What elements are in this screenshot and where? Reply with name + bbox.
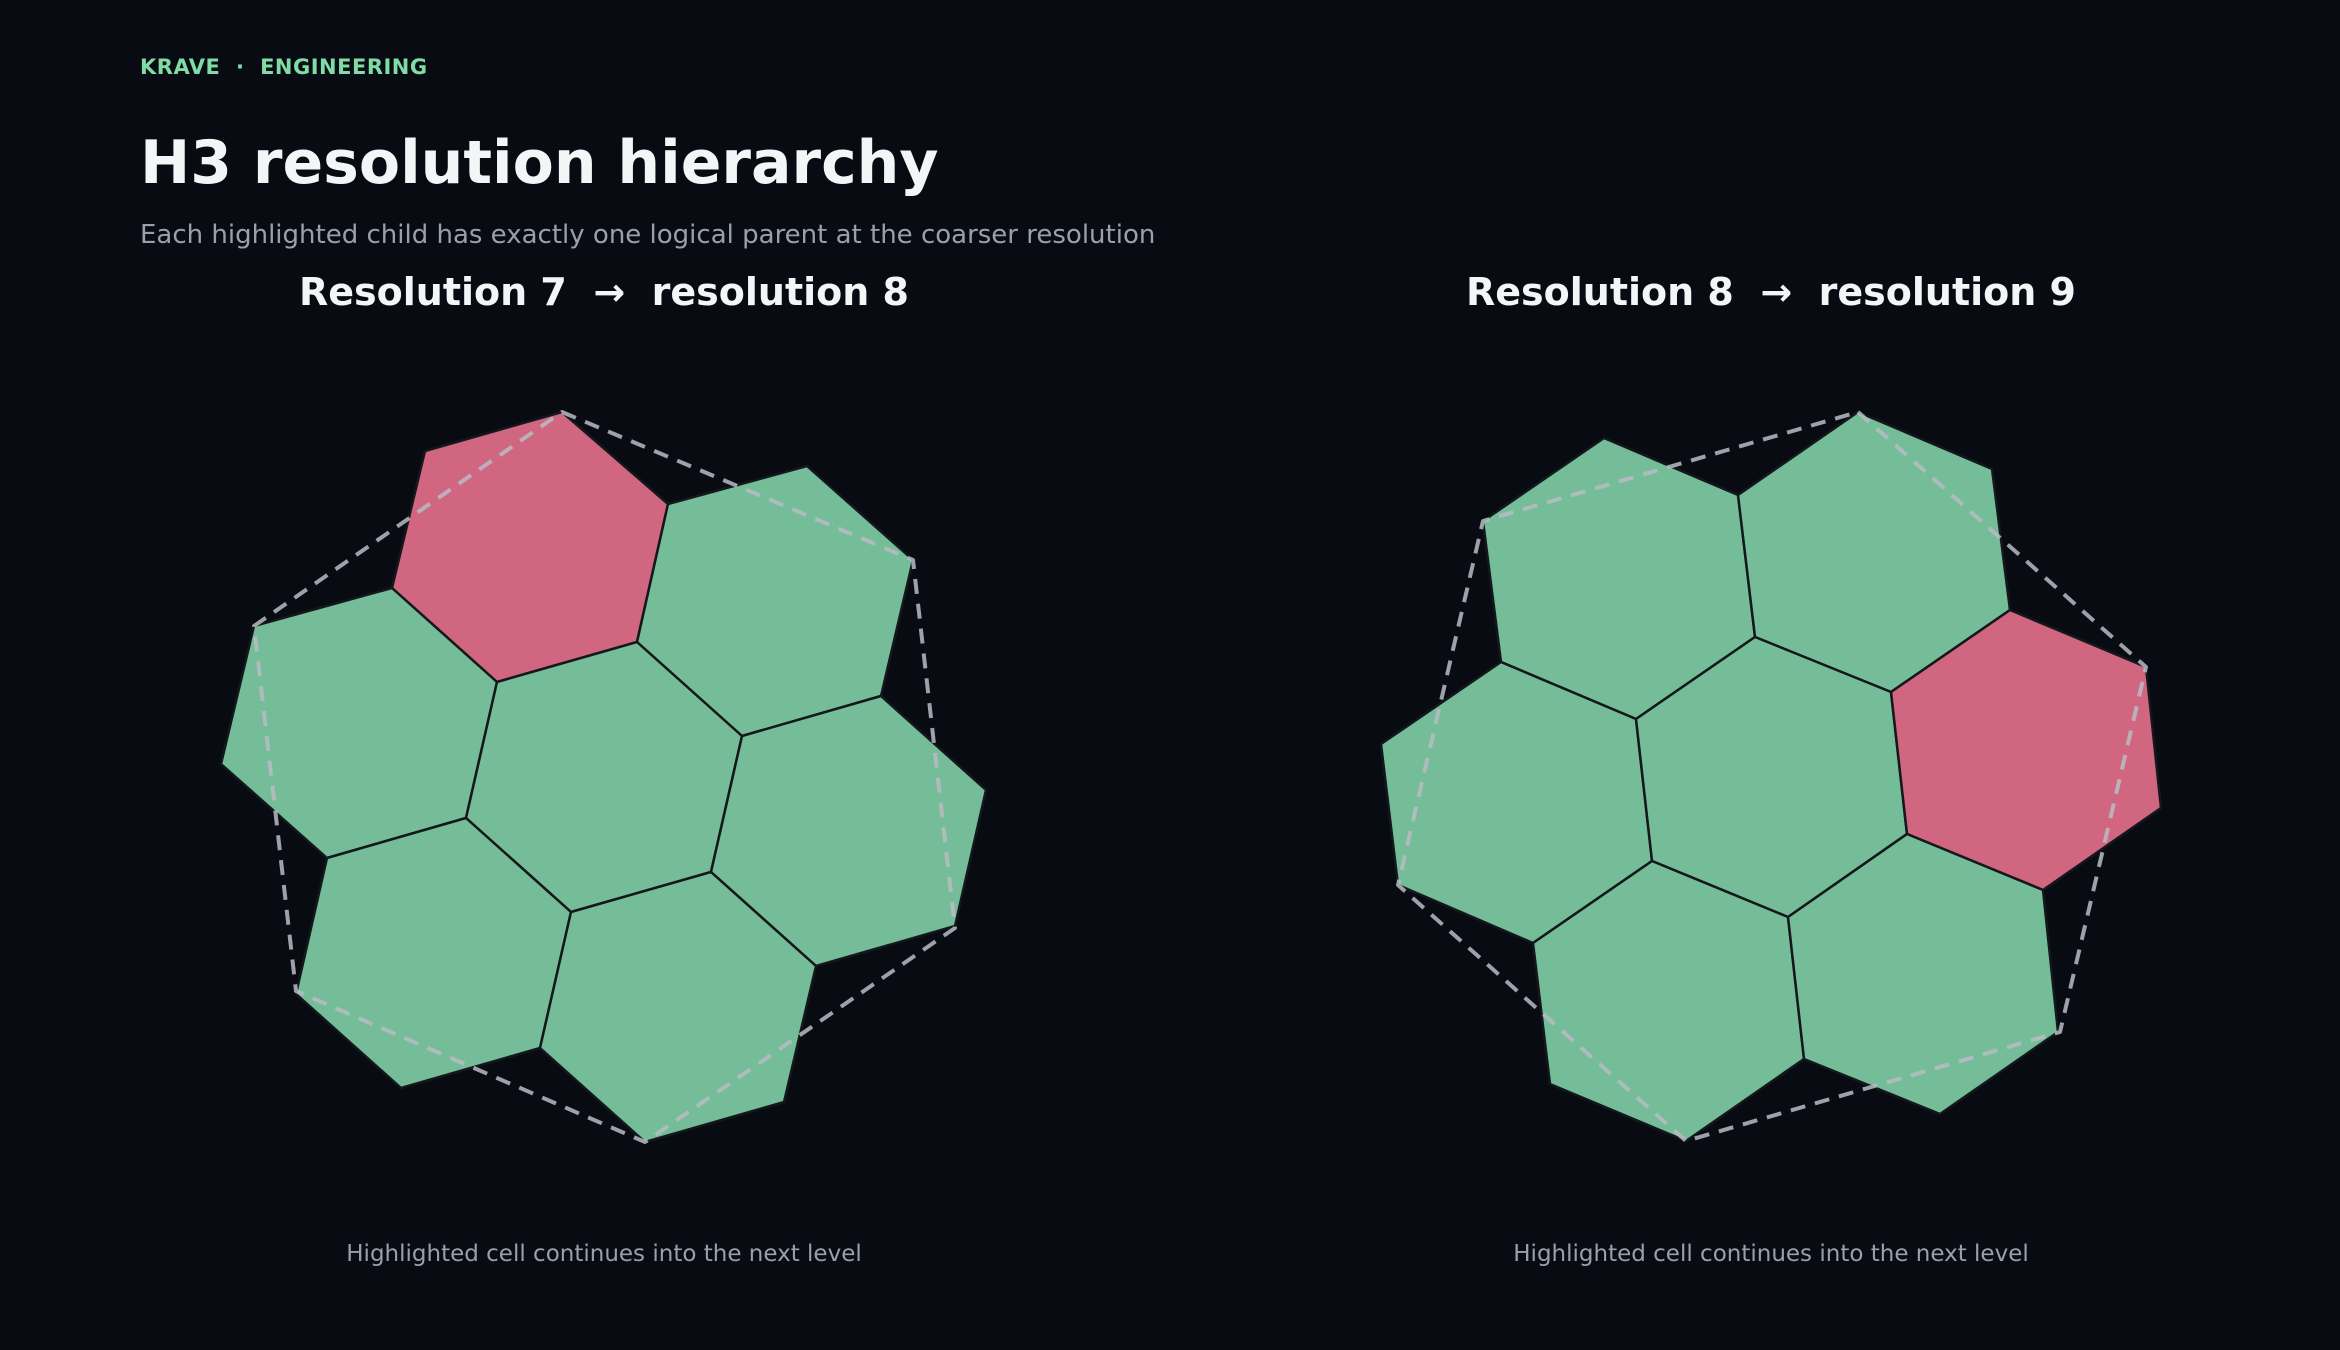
parent-cell-outline-left (252, 410, 957, 1144)
child-cells-right (1379, 410, 2163, 1143)
panel-title-left: Resolution 7 → resolution 8 (299, 270, 909, 314)
panel-caption-right: Highlighted cell continues into the next… (1513, 1241, 2029, 1267)
panel-title-right: Resolution 8 → resolution 9 (1466, 270, 2076, 314)
child-cell-bottom-right (1786, 832, 2060, 1116)
panel-right-diagram (1379, 410, 2163, 1143)
child-cells-left (219, 410, 988, 1144)
panel-caption-left: Highlighted cell continues into the next… (346, 1241, 862, 1267)
panel-left-diagram (219, 410, 988, 1144)
page-subtitle: Each highlighted child has exactly one l… (140, 220, 1156, 250)
eyebrow-label: KRAVE · ENGINEERING (140, 55, 428, 79)
page-title: H3 resolution hierarchy (140, 128, 939, 198)
parent-cell-outline-right (1396, 410, 2148, 1143)
